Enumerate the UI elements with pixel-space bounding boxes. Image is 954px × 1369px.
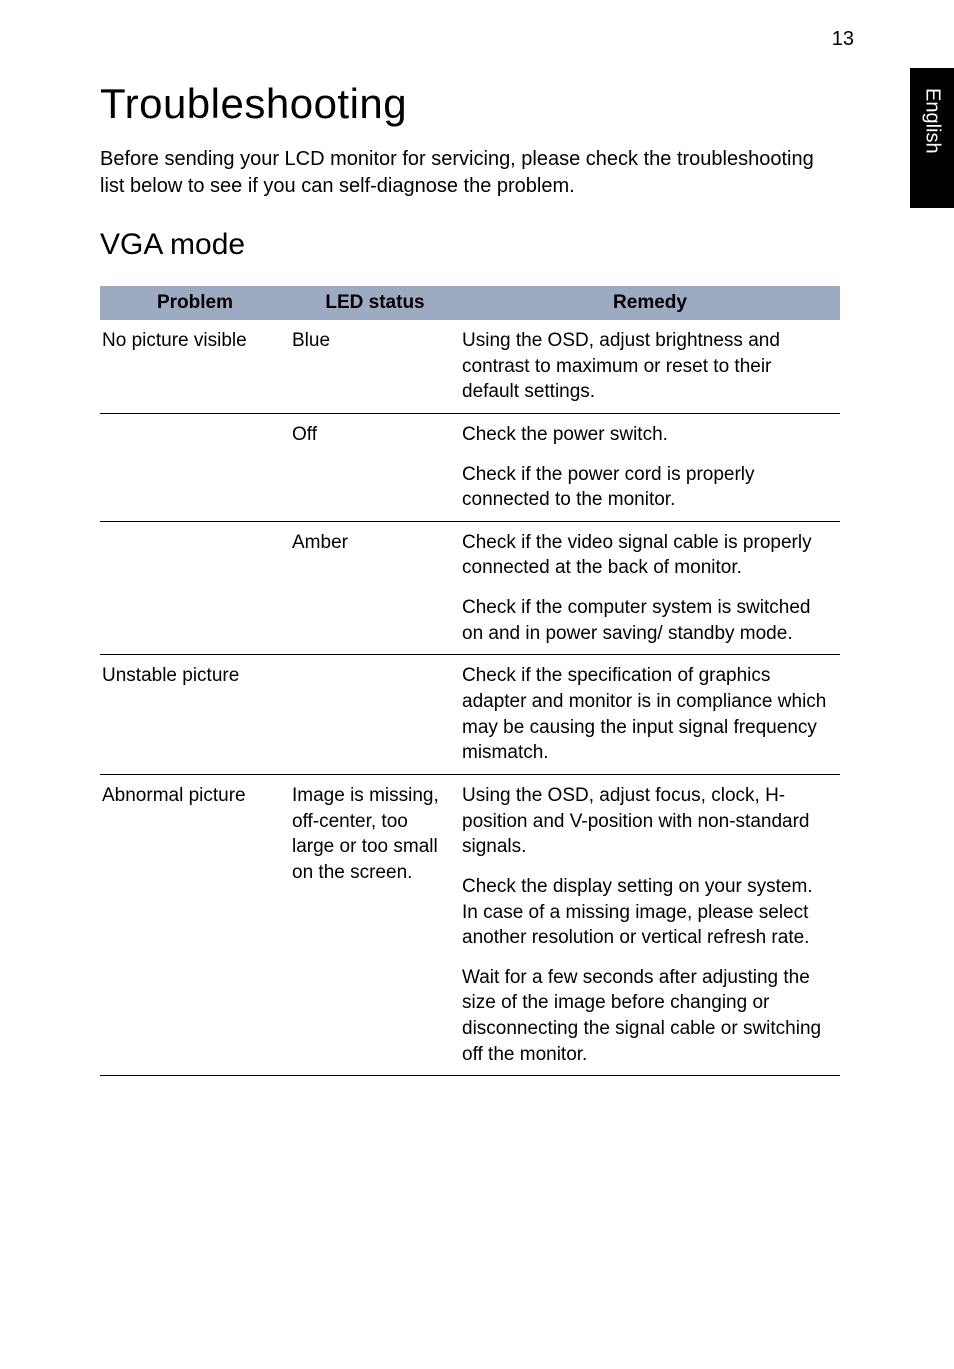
- header-problem: Problem: [100, 286, 290, 320]
- table-row: Abnormal picture Image is missing, off-c…: [100, 774, 840, 1075]
- table-row: Amber Check if the video signal cable is…: [100, 521, 840, 655]
- remedy-paragraph: Check if the computer system is switched…: [462, 595, 830, 646]
- cell-led: Image is missing, off-center, too large …: [290, 774, 460, 1075]
- section-heading: VGA mode: [100, 228, 854, 262]
- intro-paragraph: Before sending your LCD monitor for serv…: [100, 146, 820, 200]
- cell-problem: No picture visible: [100, 320, 290, 413]
- page-title: Troubleshooting: [100, 80, 854, 128]
- page-number: 13: [832, 28, 854, 51]
- remedy-paragraph: Check if the video signal cable is prope…: [462, 530, 830, 581]
- header-remedy: Remedy: [460, 286, 840, 320]
- cell-led: Off: [290, 413, 460, 521]
- cell-problem: Unstable picture: [100, 655, 290, 775]
- language-tab: English: [910, 68, 954, 208]
- remedy-paragraph: Wait for a few seconds after adjusting t…: [462, 965, 830, 1068]
- cell-remedy: Using the OSD, adjust focus, clock, H-po…: [460, 774, 840, 1075]
- cell-led: Blue: [290, 320, 460, 413]
- cell-problem: Abnormal picture: [100, 774, 290, 1075]
- troubleshooting-table: Problem LED status Remedy No picture vis…: [100, 286, 840, 1076]
- remedy-paragraph: Using the OSD, adjust focus, clock, H-po…: [462, 783, 830, 860]
- header-led: LED status: [290, 286, 460, 320]
- table-header-row: Problem LED status Remedy: [100, 286, 840, 320]
- cell-remedy: Using the OSD, adjust brightness and con…: [460, 320, 840, 413]
- cell-led: Amber: [290, 521, 460, 655]
- cell-remedy: Check the power switch. Check if the pow…: [460, 413, 840, 521]
- table-row: Unstable picture Check if the specificat…: [100, 655, 840, 775]
- page: 13 English Troubleshooting Before sendin…: [0, 0, 954, 1369]
- cell-remedy: Check if the video signal cable is prope…: [460, 521, 840, 655]
- remedy-paragraph: Check the power switch.: [462, 422, 830, 448]
- cell-remedy: Check if the specification of graphics a…: [460, 655, 840, 775]
- table-row: No picture visible Blue Using the OSD, a…: [100, 320, 840, 413]
- table-row: Off Check the power switch. Check if the…: [100, 413, 840, 521]
- remedy-paragraph: Check if the power cord is properly conn…: [462, 462, 830, 513]
- remedy-paragraph: Check the display setting on your system…: [462, 874, 830, 951]
